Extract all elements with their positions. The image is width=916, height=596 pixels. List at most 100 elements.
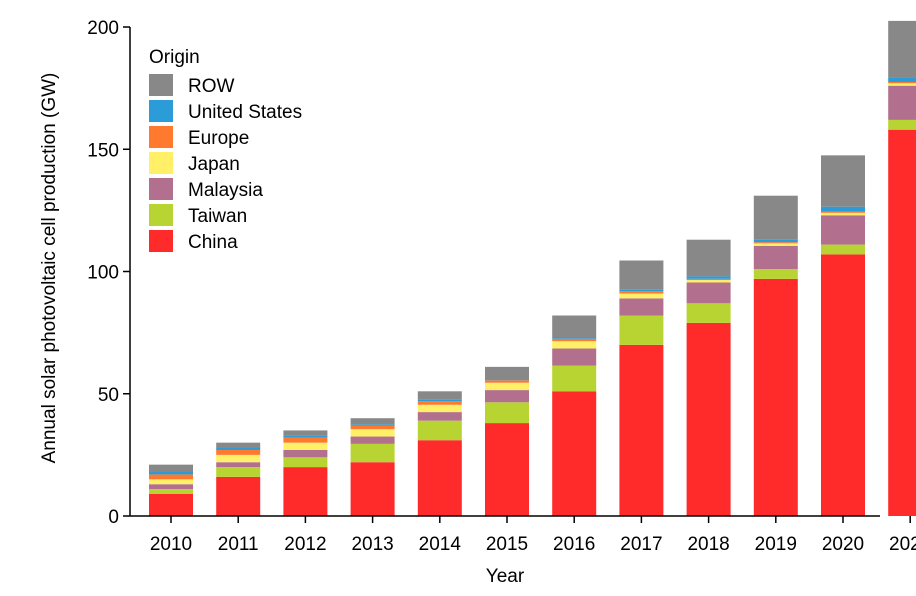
bar-segment-europe-2020 (821, 211, 865, 213)
bar-segment-japan-2021 (888, 83, 916, 86)
bar-segment-europe-2021 (888, 82, 916, 84)
bar-segment-malaysia-2021 (888, 85, 916, 120)
bar-segment-china-2012 (283, 467, 328, 516)
legend: Origin ROW United States Europe Japan Malays… (149, 47, 302, 253)
bar-segment-japan-2016 (552, 341, 597, 349)
bar-segment-japan-2011 (216, 454, 261, 463)
bar-segment-japan-2010 (149, 479, 193, 485)
bar-segment-china-2020 (821, 254, 865, 516)
bar-segment-united-states-2012 (283, 435, 328, 438)
bar-segment-row-2021 (888, 20, 916, 78)
bar-segment-united-states-2017 (619, 289, 664, 292)
bar-segment-japan-2015 (485, 382, 529, 391)
legend-label-malaysia: Malaysia (188, 180, 263, 201)
bar-segment-malaysia-2020 (821, 215, 865, 245)
bar-segment-europe-2018 (686, 278, 731, 281)
legend-swatch-malaysia (149, 178, 173, 200)
legend-label-europe: Europe (188, 128, 249, 149)
bar-segment-malaysia-2015 (485, 390, 529, 403)
legend-swatch-united-states (149, 100, 173, 122)
bar-segment-china-2019 (753, 278, 798, 516)
y-ticks: 0 50 100 150 200 (87, 18, 130, 528)
y-tick-label: 150 (87, 140, 119, 161)
x-tick-label: 2019 (755, 534, 797, 555)
bar-segment-row-2016 (552, 315, 597, 338)
bar-segment-malaysia-2014 (417, 412, 462, 421)
x-tick-label: 2011 (218, 534, 259, 555)
bar-segment-united-states-2014 (417, 399, 462, 402)
x-axis-label: Year (486, 566, 525, 587)
bar-segment-malaysia-2016 (552, 348, 597, 366)
bars-layer (149, 20, 916, 516)
bar-segment-taiwan-2014 (417, 420, 462, 441)
bar-segment-taiwan-2015 (485, 402, 529, 424)
bar-segment-china-2010 (149, 493, 193, 516)
bar-segment-row-2010 (149, 464, 193, 472)
y-tick-label: 100 (87, 263, 119, 284)
bar-segment-malaysia-2017 (619, 298, 664, 316)
x-tick-label: 2015 (486, 534, 528, 555)
x-ticks: 2010 2011 2012 2013 2014 2015 2016 2017 2018 2019… (150, 516, 916, 555)
bar-segment-japan-2019 (753, 243, 798, 246)
legend-title: Origin (149, 47, 200, 68)
bar-segment-europe-2010 (149, 474, 193, 480)
bar-segment-china-2018 (686, 322, 731, 516)
bar-segment-europe-2017 (619, 291, 664, 294)
bar-segment-china-2015 (485, 423, 529, 516)
bar-segment-china-2016 (552, 391, 597, 516)
bar-segment-malaysia-2011 (216, 462, 261, 468)
x-tick-label: 2014 (419, 534, 462, 555)
y-tick-label: 200 (87, 18, 119, 39)
x-tick-label: 2016 (553, 534, 595, 555)
bar-segment-row-2011 (216, 442, 261, 448)
bar-segment-taiwan-2012 (283, 457, 328, 468)
y-axis-label: Annual solar photovoltaic cell productio… (39, 73, 60, 464)
bar-segment-taiwan-2013 (350, 443, 395, 463)
bar-segment-europe-2012 (283, 437, 328, 443)
bar-segment-row-2020 (821, 155, 865, 207)
bar-segment-china-2013 (350, 462, 395, 516)
legend-label-china: China (188, 232, 238, 253)
bar-segment-china-2021 (888, 129, 916, 516)
y-tick-label: 0 (108, 507, 119, 528)
bar-segment-japan-2020 (821, 212, 865, 216)
bar-segment-united-states-2021 (888, 77, 916, 83)
bar-segment-malaysia-2012 (283, 449, 328, 458)
bar-segment-row-2012 (283, 430, 328, 436)
bar-segment-europe-2014 (417, 401, 462, 405)
x-tick-label: 2021 (889, 534, 916, 555)
bar-segment-europe-2016 (552, 338, 597, 342)
legend-swatch-row (149, 74, 173, 96)
bar-segment-united-states-2020 (821, 206, 865, 212)
bar-segment-taiwan-2017 (619, 315, 664, 345)
legend-swatch-japan (149, 152, 173, 174)
legend-label-japan: Japan (188, 154, 240, 175)
bar-segment-japan-2012 (283, 442, 328, 450)
bar-segment-japan-2013 (350, 429, 395, 437)
bar-segment-japan-2018 (686, 280, 731, 283)
bar-segment-taiwan-2010 (149, 489, 193, 494)
bar-segment-row-2014 (417, 391, 462, 400)
legend-label-taiwan: Taiwan (188, 206, 247, 227)
x-tick-label: 2013 (351, 534, 393, 555)
bar-segment-europe-2019 (753, 242, 798, 244)
bar-segment-china-2011 (216, 476, 261, 516)
bar-segment-taiwan-2021 (888, 119, 916, 130)
bar-segment-united-states-2010 (149, 471, 193, 475)
bar-segment-united-states-2019 (753, 239, 798, 243)
bar-segment-united-states-2016 (552, 337, 597, 339)
bar-segment-taiwan-2018 (686, 303, 731, 323)
bar-segment-china-2017 (619, 344, 664, 516)
bar-segment-europe-2013 (350, 425, 395, 430)
bar-segment-china-2014 (417, 440, 462, 516)
bar-segment-europe-2011 (216, 449, 261, 455)
bar-segment-japan-2014 (417, 404, 462, 413)
bar-segment-malaysia-2018 (686, 282, 731, 304)
bar-segment-row-2018 (686, 239, 731, 277)
legend-swatch-europe (149, 126, 173, 148)
bar-segment-row-2015 (485, 366, 529, 380)
bar-segment-europe-2015 (485, 380, 529, 383)
bar-segment-taiwan-2020 (821, 244, 865, 255)
